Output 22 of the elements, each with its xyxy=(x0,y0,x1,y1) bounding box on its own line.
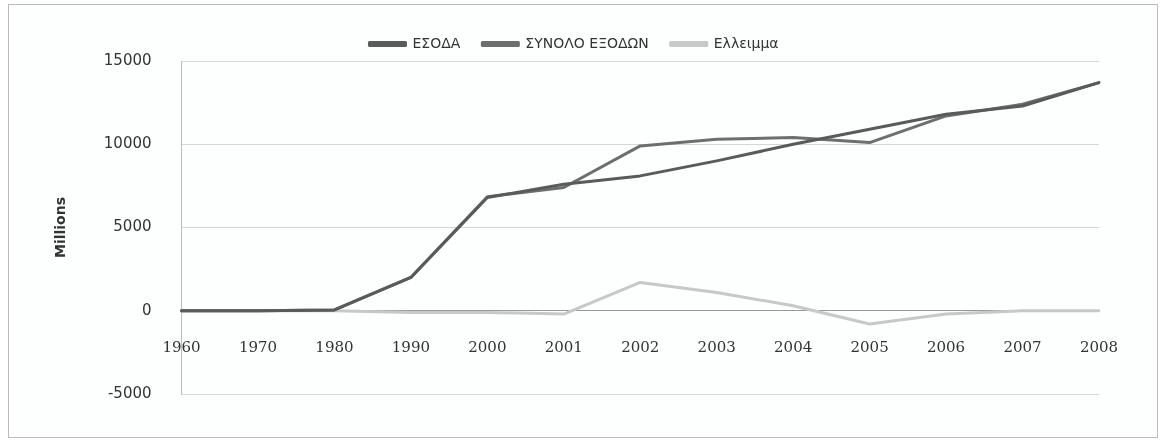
x-tick-label: 2004 xyxy=(774,337,813,356)
y-tick-label: 15000 xyxy=(103,50,152,69)
legend-label: Ελλειμμα xyxy=(713,34,779,51)
x-tick-label: 1980 xyxy=(315,337,354,356)
legend-label: ΕΣΟΔΑ xyxy=(412,34,461,51)
x-tick-label: 2003 xyxy=(697,337,736,356)
y-tick-label: 5000 xyxy=(113,217,152,236)
x-tick-label: 2002 xyxy=(621,337,660,356)
x-tick-label: 2006 xyxy=(926,337,966,356)
x-tick-label: 2007 xyxy=(1003,337,1042,356)
x-tick-label: 2005 xyxy=(850,337,889,356)
legend-label: ΣΥΝΟΛΟ ΕΞΟΔΩΝ xyxy=(525,34,649,51)
y-tick-label: 10000 xyxy=(103,134,152,153)
x-tick-label: 1960 xyxy=(162,337,201,356)
x-tick-label: 1990 xyxy=(391,337,430,356)
y-tick-label: 0 xyxy=(141,300,152,319)
x-tick-label: 2001 xyxy=(544,337,583,356)
y-axis-title: Millions xyxy=(52,196,69,259)
x-tick-label: 2000 xyxy=(468,337,507,356)
x-tick-label: 2008 xyxy=(1079,337,1119,356)
x-tick-label: 1970 xyxy=(238,337,278,356)
y-tick-label: -5000 xyxy=(107,383,152,402)
